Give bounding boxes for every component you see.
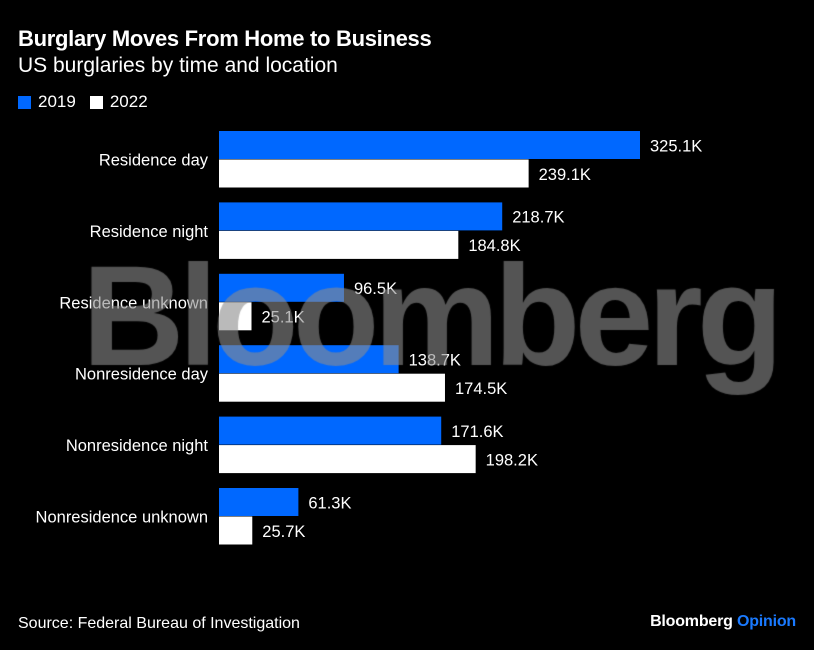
bar-2022 [219,516,253,545]
category-label: Residence night [90,223,209,241]
category-label: Residence day [99,152,209,170]
data-label: 239.1K [539,166,591,184]
data-label: 25.1K [262,309,305,327]
bar-2019 [219,202,503,231]
bar-2019 [219,488,299,516]
source-note: Source: Federal Bureau of Investigation [18,615,300,632]
bar-2019 [219,345,399,374]
brand-name: Bloomberg [650,613,733,630]
bar-2022 [219,230,459,259]
data-label: 184.8K [468,237,520,255]
data-label: 138.7K [409,351,461,369]
data-label: 325.1K [650,137,702,155]
bar-2022 [219,302,252,331]
bar-2019 [219,273,344,302]
data-label: 25.7K [262,523,305,541]
data-label: 171.6K [451,423,503,441]
category-label: Residence unknown [59,294,208,312]
bar-2022 [219,159,529,188]
brand-suffix: Opinion [736,613,796,630]
category-label: Nonresidence night [66,437,209,455]
category-label: Nonresidence day [75,366,209,384]
category-label: Nonresidence unknown [36,509,208,527]
bar-2019 [219,131,640,159]
bar-2022 [219,445,476,474]
data-label: 96.5K [354,280,397,298]
data-label: 61.3K [308,494,351,512]
data-label: 198.2K [486,451,538,469]
bar-2022 [219,373,445,402]
bar-2019 [219,416,442,445]
data-label: 174.5K [455,380,507,398]
brand-logo: Bloomberg Opinion [650,613,796,631]
data-label: 218.7K [512,209,564,227]
